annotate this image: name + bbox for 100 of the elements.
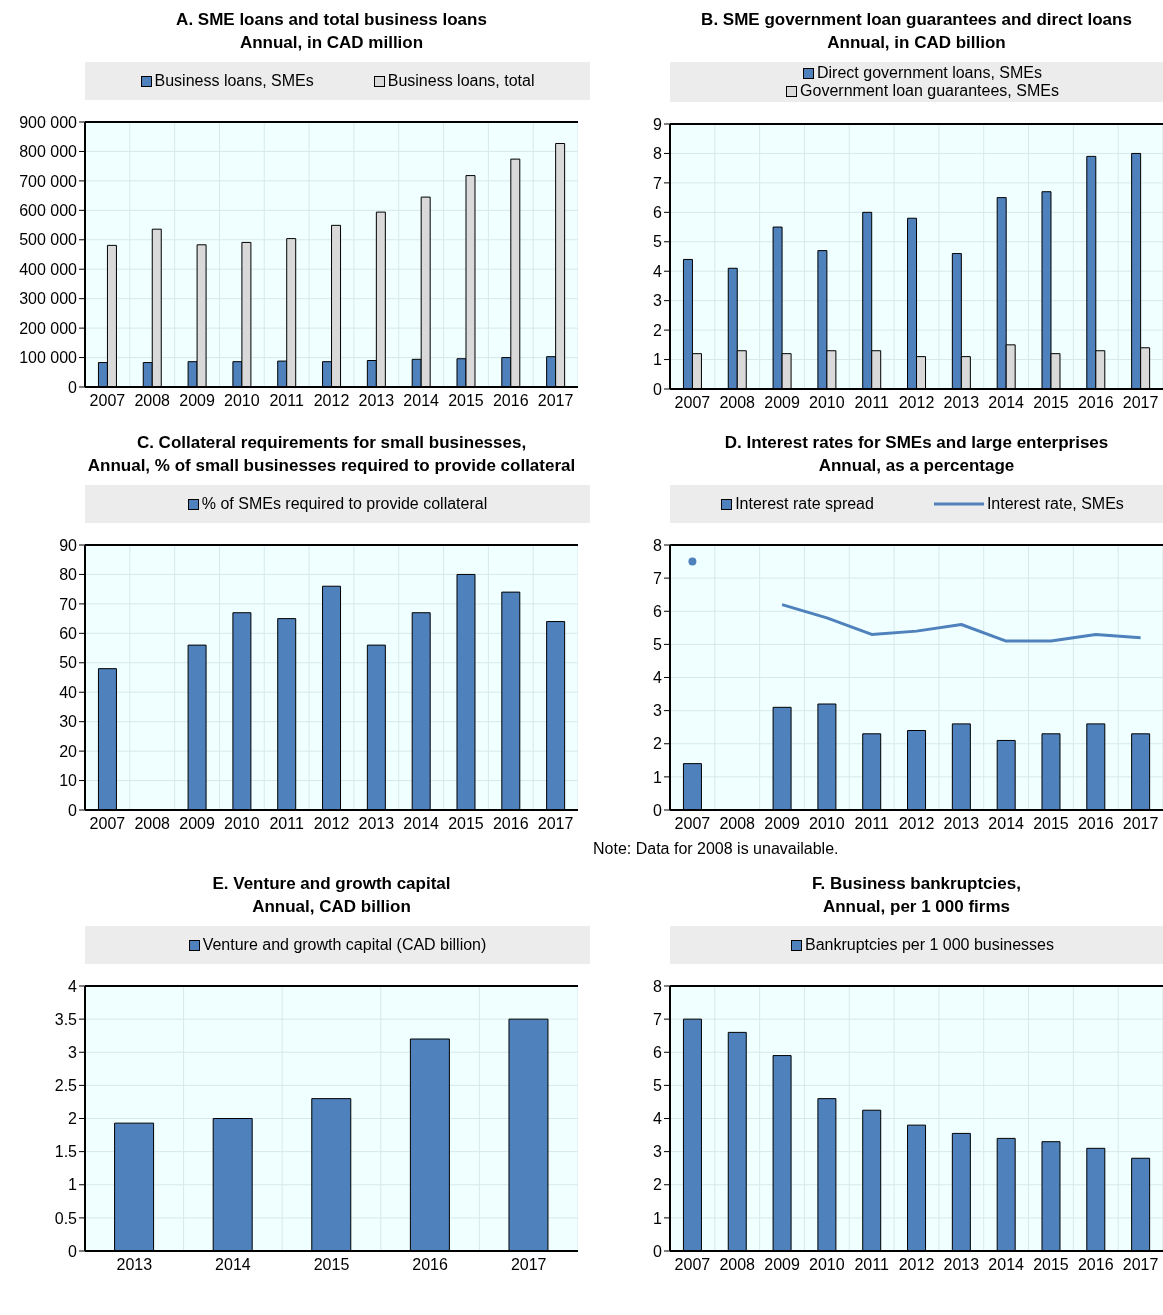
- x-tick-label: 2013: [358, 815, 395, 833]
- y-tick-label: 1: [68, 1176, 78, 1194]
- y-tick-label: 1: [653, 1209, 663, 1227]
- y-tick-label: 600 000: [19, 202, 78, 220]
- y-tick-label: 1: [653, 768, 663, 786]
- x-tick-label: 2016: [412, 1256, 448, 1274]
- y-tick-label: 8: [653, 977, 663, 995]
- y-tick-label: 3: [653, 702, 663, 720]
- y-tick-label: 70: [59, 595, 78, 613]
- y-tick-label: 0: [653, 801, 663, 819]
- legend-label: Business loans, total: [386, 72, 535, 90]
- y-tick-label: 9: [653, 115, 663, 133]
- y-tick-label: 200 000: [19, 319, 78, 337]
- y-tick-label: 2: [68, 1110, 78, 1128]
- y-tick-label: 7: [653, 174, 663, 192]
- x-tick-label: 2008: [719, 1256, 756, 1274]
- y-tick-label: 3: [653, 292, 663, 310]
- y-tick-label: 0: [68, 1242, 78, 1260]
- x-tick-label: 2016: [1077, 394, 1114, 412]
- y-tick-label: 0.5: [54, 1209, 78, 1227]
- y-tick-label: 8: [653, 145, 663, 163]
- x-tick-label: 2011: [854, 1256, 889, 1274]
- x-tick-label: 2013: [116, 1256, 153, 1274]
- x-tick-label: 2012: [313, 392, 350, 410]
- x-tick-label: 2015: [1033, 815, 1069, 833]
- y-tick-label: 4: [653, 1110, 663, 1128]
- x-tick-label: 2010: [224, 815, 260, 833]
- x-tick-label: 2008: [134, 815, 171, 833]
- y-tick-label: 4: [653, 669, 663, 687]
- y-tick-label: 500 000: [19, 231, 78, 249]
- y-tick-label: 6: [653, 204, 663, 222]
- x-tick-label: 2010: [809, 1256, 845, 1274]
- chart-title: E. Venture and growth capital: [211, 873, 452, 895]
- y-tick-label: 300 000: [19, 290, 78, 308]
- x-tick-label: 2007: [89, 392, 126, 410]
- y-tick-label: 2.5: [54, 1077, 78, 1095]
- x-tick-label: 2012: [898, 1256, 935, 1274]
- x-tick-label: 2012: [898, 394, 935, 412]
- x-tick-label: 2015: [1033, 1256, 1069, 1274]
- y-tick-label: 2: [653, 321, 663, 339]
- y-tick-label: 4: [653, 262, 663, 280]
- x-tick-label: 2007: [674, 1256, 711, 1274]
- y-tick-label: 80: [59, 566, 78, 584]
- chart-subtitle: Annual, per 1 000 firms: [821, 896, 1012, 918]
- y-tick-label: 700 000: [19, 172, 78, 190]
- x-tick-label: 2007: [89, 815, 126, 833]
- y-tick-label: 1.5: [54, 1143, 78, 1161]
- y-tick-label: 0: [68, 378, 78, 396]
- x-tick-label: 2017: [537, 392, 574, 410]
- x-tick-label: 2013: [943, 815, 980, 833]
- chart-subtitle: Annual, % of small businesses required to provide collateral: [86, 455, 577, 477]
- x-tick-label: 2008: [134, 392, 171, 410]
- chart-title: A. SME loans and total business loans: [175, 9, 488, 31]
- x-tick-label: 2017: [1122, 1256, 1159, 1274]
- y-tick-label: 40: [59, 683, 78, 701]
- y-tick-label: 0: [653, 1242, 663, 1260]
- x-tick-label: 2014: [403, 815, 440, 833]
- legend-label: Interest rate, SMEs: [985, 495, 1124, 513]
- legend-label: Interest rate spread: [734, 495, 874, 513]
- x-tick-label: 2009: [179, 815, 215, 833]
- y-tick-label: 3.5: [54, 1010, 78, 1028]
- x-tick-label: 2008: [719, 815, 756, 833]
- text: Note: Data for 2008 is unavailable.: [593, 840, 840, 858]
- x-tick-label: 2014: [215, 1256, 251, 1274]
- x-tick-label: 2011: [269, 392, 304, 410]
- y-tick-label: 60: [59, 625, 78, 643]
- y-tick-label: 800 000: [19, 143, 78, 161]
- x-tick-label: 2016: [1077, 815, 1114, 833]
- x-tick-label: 2013: [358, 392, 395, 410]
- chart-title: C. Collateral requirements for small businesses,: [135, 432, 528, 454]
- y-tick-label: 10: [59, 772, 78, 790]
- chart-title: F. Business bankruptcies,: [811, 873, 1022, 895]
- x-tick-label: 2013: [943, 1256, 980, 1274]
- legend-label: % of SMEs required to provide collateral: [200, 495, 488, 513]
- x-tick-label: 2010: [809, 394, 845, 412]
- x-tick-label: 2014: [988, 815, 1025, 833]
- y-tick-label: 30: [59, 713, 78, 731]
- y-tick-label: 5: [653, 636, 663, 654]
- x-tick-label: 2011: [854, 815, 889, 833]
- chart-subtitle: Annual, in CAD million: [238, 32, 425, 54]
- y-tick-label: 3: [653, 1143, 663, 1161]
- y-tick-label: 6: [653, 1043, 663, 1061]
- y-tick-label: 5: [653, 233, 663, 251]
- chart-subtitle: Annual, in CAD billion: [826, 32, 1007, 54]
- x-tick-label: 2010: [224, 392, 260, 410]
- x-tick-label: 2017: [510, 1256, 547, 1274]
- legend-label: Business loans, SMEs: [153, 72, 314, 90]
- x-tick-label: 2017: [537, 815, 574, 833]
- y-tick-label: 7: [653, 1010, 663, 1028]
- x-tick-label: 2015: [448, 392, 484, 410]
- legend-label: Bankruptcies per 1 000 businesses: [803, 936, 1055, 954]
- x-tick-label: 2015: [448, 815, 484, 833]
- x-tick-label: 2009: [764, 815, 800, 833]
- x-tick-label: 2012: [898, 815, 935, 833]
- x-tick-label: 2014: [988, 1256, 1025, 1274]
- y-tick-label: 900 000: [19, 113, 78, 131]
- y-tick-label: 20: [59, 742, 78, 760]
- x-tick-label: 2007: [674, 394, 711, 412]
- y-tick-label: 0: [653, 380, 663, 398]
- x-tick-label: 2016: [492, 815, 529, 833]
